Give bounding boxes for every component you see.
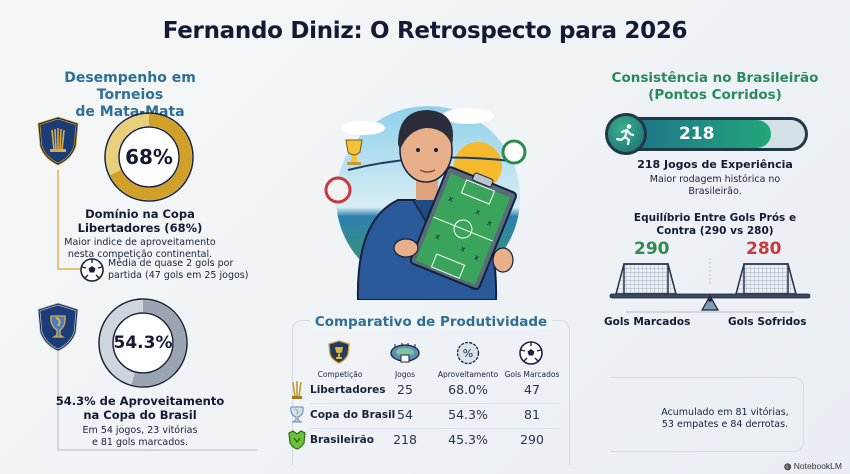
title-line: Contra (290 vs 280) xyxy=(656,225,774,237)
row-aproveitamento: 68.0% xyxy=(448,382,488,397)
summary-line: Acumulado em 81 vitórias, xyxy=(661,407,789,418)
connector-line xyxy=(57,268,83,270)
row-competition-name: Brasileirão xyxy=(310,434,374,446)
goals-for-label: Gols Marcados xyxy=(604,316,691,328)
svg-text:%: % xyxy=(463,347,473,360)
caption-text: e 81 gols marcados. xyxy=(91,437,189,448)
trophy-shield-icon xyxy=(328,340,350,364)
runner-icon xyxy=(605,113,647,155)
heading-line: Consistência no Brasileirão xyxy=(611,70,819,86)
summary-line: 53 empates e 84 derrotas. xyxy=(661,419,789,430)
caption-title: Libertadores (68%) xyxy=(77,221,203,235)
progress-value: 218 xyxy=(678,124,715,144)
row-jogos: 218 xyxy=(393,432,417,447)
caption-text: Maior rodagem histórica no xyxy=(649,174,781,185)
note-line: Média de quase 2 gols por xyxy=(108,258,234,269)
connector-line xyxy=(57,170,59,270)
watermark-text: NotebookLM xyxy=(793,461,842,471)
brasileirao-section-heading: Consistência no Brasileirão (Pontos Corr… xyxy=(600,70,830,104)
caption-title: 54.3% de Aproveitamento xyxy=(55,394,225,408)
title-line: Equilíbrio Entre Gols Prós e xyxy=(633,212,797,224)
goals-against-label: Gols Sofridos xyxy=(728,316,807,328)
svg-text:x: x xyxy=(474,207,482,217)
copa-brasil-shield-icon xyxy=(37,302,79,352)
row-gols: 290 xyxy=(520,432,544,447)
record-summary-text: Acumulado em 81 vitórias, 53 empates e 8… xyxy=(640,407,810,431)
copa-brasil-trophy-icon xyxy=(290,406,304,423)
caption-text: Brasileirão. xyxy=(688,186,742,197)
copa-brasil-caption: 54.3% de Aproveitamento na Copa do Brasi… xyxy=(55,394,225,449)
row-aproveitamento: 54.3% xyxy=(448,407,488,422)
caption-text: nesta competição continental. xyxy=(67,249,213,260)
svg-text:x: x xyxy=(447,194,455,204)
goals-for-value: 290 xyxy=(634,239,670,259)
row-divider xyxy=(310,403,560,404)
svg-text:x: x xyxy=(434,232,442,242)
column-header-gols: Gols Marcados xyxy=(504,370,560,379)
column-header-jogos: Jogos xyxy=(394,370,416,379)
soccer-ball-icon xyxy=(80,258,104,282)
goals-against-value: 280 xyxy=(746,239,782,259)
percent-badge-icon: % xyxy=(456,341,480,365)
svg-text:x: x xyxy=(486,218,494,228)
svg-text:x: x xyxy=(459,244,467,254)
column-header-competicao: Competição xyxy=(317,370,363,379)
caption-title: 218 Jogos de Experiência xyxy=(637,158,793,171)
knockout-section-heading: Desempenho em Torneios de Mata-Mata xyxy=(30,70,230,121)
goals-average-note: Média de quase 2 gols por partida (47 go… xyxy=(108,258,268,282)
record-summary-card xyxy=(610,377,804,452)
goals-balance-scale xyxy=(609,256,811,313)
row-jogos: 25 xyxy=(397,382,413,397)
row-gols: 47 xyxy=(524,382,540,397)
connector-line xyxy=(57,449,257,451)
ring-value: 54.3% xyxy=(113,333,173,353)
productivity-table-title: Comparativo de Produtividade xyxy=(310,314,552,330)
note-line: partida (47 gols em 25 jogos) xyxy=(108,270,249,281)
caption-title: Domínio na Copa xyxy=(85,207,195,221)
heading-line: Desempenho em Torneios xyxy=(64,70,196,103)
row-gols: 81 xyxy=(524,407,540,422)
experience-caption: 218 Jogos de Experiência Maior rodagem h… xyxy=(600,158,830,198)
row-competition-name: Libertadores xyxy=(310,384,386,396)
row-competition-name: Copa do Brasil xyxy=(310,409,396,421)
svg-text:x: x xyxy=(473,253,481,263)
libertadores-shield-icon xyxy=(37,116,79,166)
coach-illustration: xxx xxx xyxy=(324,106,527,300)
row-jogos: 54 xyxy=(397,407,413,422)
row-divider xyxy=(310,428,560,429)
caption-text: Maior indice de aproveitamento xyxy=(64,237,216,248)
row-aproveitamento: 45.3% xyxy=(448,432,488,447)
connector-line xyxy=(57,342,59,450)
notebooklm-watermark: ◍ NotebookLM xyxy=(784,461,842,472)
soccer-ball-icon xyxy=(519,341,543,365)
libertadores-trophy-icon xyxy=(292,381,302,399)
copa-brasil-ring-chart: 54.3% xyxy=(96,296,190,390)
heading-line: (Pontos Corridos) xyxy=(648,87,782,103)
ring-value: 68% xyxy=(125,145,173,169)
libertadores-caption: Domínio na Copa Libertadores (68%) Maior… xyxy=(55,207,225,261)
goals-balance-title: Equilíbrio Entre Gols Prós e Contra (290… xyxy=(600,212,830,238)
notebooklm-logo-icon: ◍ xyxy=(784,461,794,471)
column-header-aproveitamento: Aproveitamento xyxy=(437,370,499,379)
caption-title: na Copa do Brasil xyxy=(83,408,197,422)
brasileirao-icon xyxy=(288,430,306,450)
libertadores-ring-chart: 68% xyxy=(102,110,196,204)
caption-text: Em 54 jogos, 23 vitórias xyxy=(82,425,198,436)
page-title: Fernando Diniz: O Retrospecto para 2026 xyxy=(162,18,688,44)
stadium-icon xyxy=(390,343,420,363)
